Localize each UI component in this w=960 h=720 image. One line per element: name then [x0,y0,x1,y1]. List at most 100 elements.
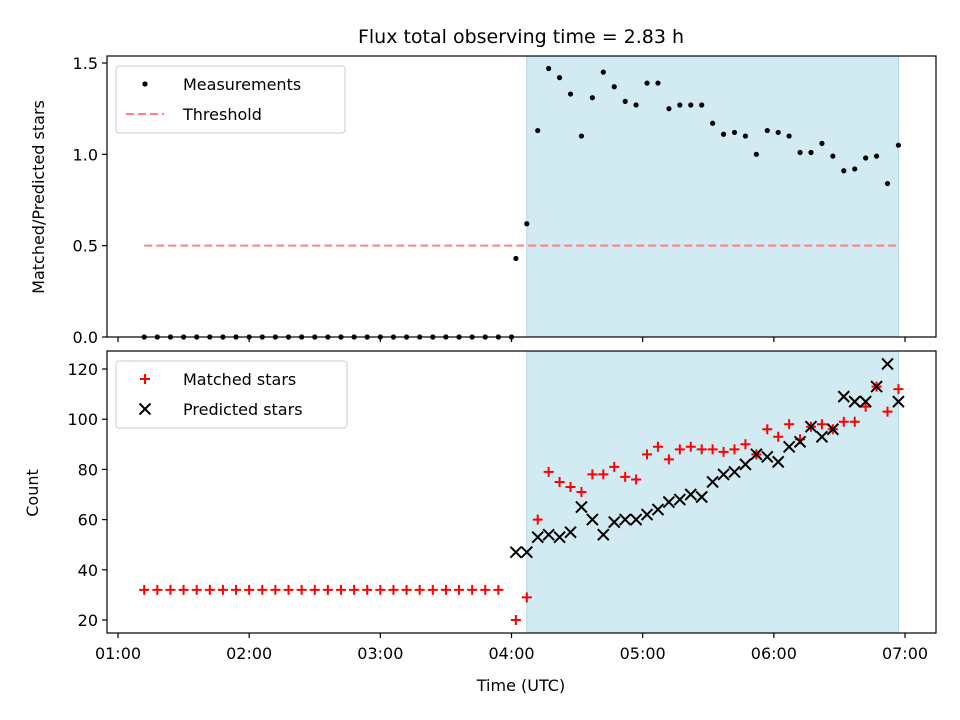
measurement-point [633,102,639,108]
measurement-point [655,80,661,86]
matched-marker [860,401,871,412]
y-tick-label: 100 [67,410,98,429]
predicted-marker [881,357,894,371]
matched-marker [773,431,784,442]
matched-marker [718,446,729,457]
series-count-0 [139,381,904,625]
predicted-marker [793,435,807,448]
matched-marker [642,449,653,460]
predicted-marker [826,423,840,436]
measurement-point [524,221,530,227]
measurement-point [819,140,825,146]
predicted-marker [815,430,829,443]
matched-marker [204,584,215,595]
y-tick-label: 0.0 [73,328,98,347]
matched-marker [696,444,707,455]
x-axis-label: Time (UTC) [476,676,565,695]
matched-marker [609,461,620,472]
measurement-point [720,131,727,137]
legend-marker-measurements [142,81,148,87]
matched-marker [729,444,740,455]
matched-marker [362,584,373,595]
predicted-marker [542,528,555,541]
matched-marker [674,444,685,455]
measurement-point [873,153,880,159]
matched-marker [217,584,228,595]
predicted-marker [553,530,566,544]
matched-marker [454,584,465,595]
x-tick-label: 02:00 [226,644,272,663]
measurement-point [535,127,541,134]
panel-ratio: 0.0 0.5 1.0 1.5 Measurements Threshold [73,54,937,347]
matched-marker [178,584,189,595]
y-tick-label: 120 [67,360,98,379]
measurement-point [578,133,585,139]
shaded-interval-count [526,350,899,634]
measurement-point [677,102,683,108]
matched-marker [414,584,425,595]
measurement-point [513,255,519,262]
measurement-point [688,102,694,108]
matched-marker [270,584,281,595]
x-tick-label: 01:00 [95,644,141,663]
axes-frame-ratio [106,55,937,338]
measurement-point [556,75,563,81]
series-count-1 [509,357,905,559]
measurement-point [895,142,902,148]
predicted-marker [782,440,796,454]
predicted-marker [739,458,752,471]
matched-marker [165,584,176,595]
matched-marker [652,441,663,452]
predicted-marker [564,525,577,539]
legend-count: Matched stars Predicted stars [115,360,348,429]
measurement-point [753,151,759,157]
measurement-point [589,95,595,101]
matched-marker [532,514,543,525]
predicted-marker [575,500,588,514]
measurement-point [644,80,650,86]
matched-marker [440,584,451,595]
matched-marker [882,406,893,417]
y-tick-label: 1.0 [73,145,98,164]
matched-marker [139,584,150,595]
legend-label: Measurements [183,75,301,94]
measurement-point [808,149,814,156]
matched-marker [191,584,202,595]
predicted-marker [597,528,610,541]
matched-marker [762,424,773,435]
x-tick-label: 03:00 [357,644,403,663]
predicted-marker [859,395,872,408]
measurement-point [786,133,792,139]
matched-marker [521,592,532,603]
legend-marker-predicted [138,402,152,416]
predicted-marker [837,390,850,403]
predicted-marker [618,513,632,526]
x-tick-label: 07:00 [882,644,928,663]
legend-box [115,65,346,134]
measurement-point [600,69,606,75]
predicted-marker [771,455,785,469]
matched-marker [784,419,795,430]
matched-marker [388,584,399,595]
matched-marker [543,466,554,477]
legend-label: Matched stars [183,370,296,389]
predicted-marker [870,380,883,393]
panel-counts: 20 40 60 80 100 120 01:00 02:00 03:00 04:00 05:00 0… [67,350,937,663]
y-tick-label: 60 [78,511,98,530]
chart-title: Flux total observing time = 2.83 h [358,26,684,48]
x-tick-label: 06:00 [751,644,797,663]
y-tick-label: 20 [78,611,98,630]
measurement-point [611,84,617,90]
measurement-point [830,153,836,159]
matched-marker [685,441,696,452]
measurement-point [797,149,803,156]
matched-marker [335,584,346,595]
matched-marker [587,469,598,480]
predicted-marker [651,503,665,516]
matched-marker [631,474,642,485]
predicted-marker [684,488,697,501]
matched-marker [283,584,294,595]
measurement-point [710,120,716,126]
predicted-marker [750,448,763,461]
